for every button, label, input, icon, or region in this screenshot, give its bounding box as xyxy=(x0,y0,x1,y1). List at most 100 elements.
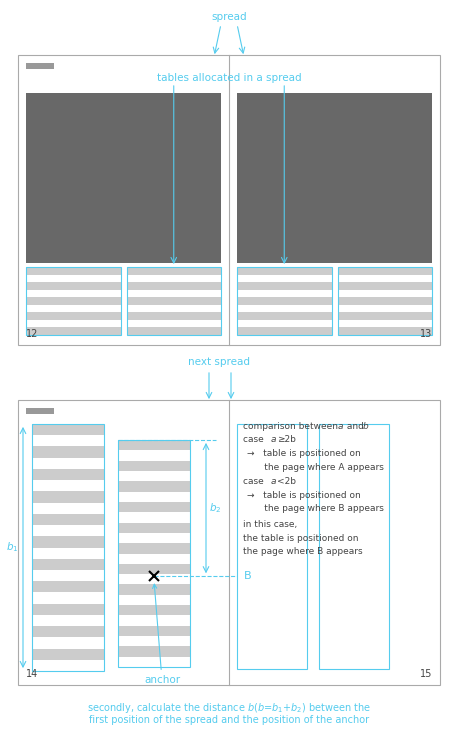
Bar xyxy=(32,604,104,615)
Text: 14: 14 xyxy=(26,669,38,679)
Bar xyxy=(26,267,120,335)
Bar xyxy=(118,554,190,564)
Bar xyxy=(118,533,190,543)
Text: the page where A appears: the page where A appears xyxy=(247,462,384,472)
Bar xyxy=(126,267,221,335)
Bar xyxy=(118,657,190,667)
Text: case: case xyxy=(243,477,267,486)
Bar xyxy=(32,581,104,592)
Bar xyxy=(118,440,190,450)
Bar xyxy=(26,297,120,305)
Text: anchor: anchor xyxy=(144,584,180,685)
Text: first position of the spread and the position of the anchor: first position of the spread and the pos… xyxy=(89,715,369,725)
Bar xyxy=(338,320,432,327)
Bar xyxy=(118,502,190,512)
Bar xyxy=(26,282,120,290)
Text: the page where B appears: the page where B appears xyxy=(247,504,384,513)
Bar xyxy=(126,305,221,312)
Bar xyxy=(338,327,432,335)
Bar xyxy=(118,440,190,667)
Bar xyxy=(338,312,432,320)
Text: spread: spread xyxy=(211,12,247,22)
Bar xyxy=(237,312,332,320)
Text: the table is positioned on: the table is positioned on xyxy=(243,534,359,543)
Bar xyxy=(26,63,54,69)
Text: →   table is positioned on: → table is positioned on xyxy=(247,491,361,500)
Text: ≥2b: ≥2b xyxy=(277,435,296,444)
Bar xyxy=(118,574,190,584)
Bar xyxy=(26,327,120,335)
Bar xyxy=(126,282,221,290)
Bar xyxy=(126,320,221,327)
Text: the page where B appears: the page where B appears xyxy=(243,548,363,557)
Bar xyxy=(126,267,221,275)
Bar xyxy=(32,435,104,446)
Bar xyxy=(18,400,440,685)
Bar xyxy=(118,646,190,657)
Bar xyxy=(237,267,332,335)
Bar xyxy=(26,305,120,312)
Bar xyxy=(118,471,190,482)
Text: →   table is positioned on: → table is positioned on xyxy=(247,449,361,458)
Bar xyxy=(237,297,332,305)
Text: secondly, calculate the distance $b$($b$=$b_1$+$b_2$) between the: secondly, calculate the distance $b$($b$… xyxy=(87,701,371,715)
Bar xyxy=(118,491,190,502)
Bar xyxy=(118,595,190,605)
Bar xyxy=(32,446,104,458)
Bar xyxy=(32,615,104,626)
Bar xyxy=(118,616,190,625)
Bar xyxy=(118,584,190,595)
Bar xyxy=(237,305,332,312)
Bar xyxy=(32,491,104,503)
Bar xyxy=(32,469,104,480)
Text: <2b: <2b xyxy=(277,477,296,486)
Bar xyxy=(338,282,432,290)
Bar xyxy=(118,512,190,523)
Text: B: B xyxy=(244,571,251,581)
Bar xyxy=(338,290,432,297)
Bar xyxy=(126,290,221,297)
Bar xyxy=(118,482,190,491)
Bar xyxy=(26,290,120,297)
Text: next spread: next spread xyxy=(188,357,250,367)
Text: b: b xyxy=(363,422,369,431)
Bar xyxy=(118,523,190,533)
Text: 15: 15 xyxy=(420,669,432,679)
Bar xyxy=(32,649,104,660)
Bar xyxy=(237,320,332,327)
Bar xyxy=(118,605,190,616)
Text: comparison between: comparison between xyxy=(243,422,341,431)
Bar xyxy=(26,93,221,263)
Bar xyxy=(319,424,389,669)
Bar xyxy=(32,525,104,536)
Bar xyxy=(32,570,104,581)
Bar xyxy=(237,93,432,263)
Bar xyxy=(32,548,104,559)
Text: $b_2$: $b_2$ xyxy=(209,501,221,515)
Bar xyxy=(338,267,432,275)
Bar xyxy=(118,543,190,554)
Bar xyxy=(32,424,104,435)
Text: 12: 12 xyxy=(26,329,38,339)
Text: a: a xyxy=(271,435,277,444)
Bar xyxy=(118,461,190,471)
Bar xyxy=(118,625,190,636)
Bar xyxy=(32,503,104,514)
Bar xyxy=(126,297,221,305)
Bar xyxy=(26,275,120,282)
Bar xyxy=(26,267,120,275)
Text: case: case xyxy=(243,435,267,444)
Bar xyxy=(18,55,440,345)
Text: $b_1$: $b_1$ xyxy=(6,541,19,554)
Bar xyxy=(237,327,332,335)
Bar xyxy=(32,424,104,671)
Text: tables allocated in a spread: tables allocated in a spread xyxy=(157,73,301,83)
Bar xyxy=(32,480,104,491)
Bar xyxy=(26,408,54,414)
Bar xyxy=(338,297,432,305)
Text: in this case,: in this case, xyxy=(243,521,297,530)
Bar xyxy=(338,267,432,335)
Bar xyxy=(32,637,104,649)
Bar xyxy=(118,564,190,574)
Text: and: and xyxy=(344,422,367,431)
